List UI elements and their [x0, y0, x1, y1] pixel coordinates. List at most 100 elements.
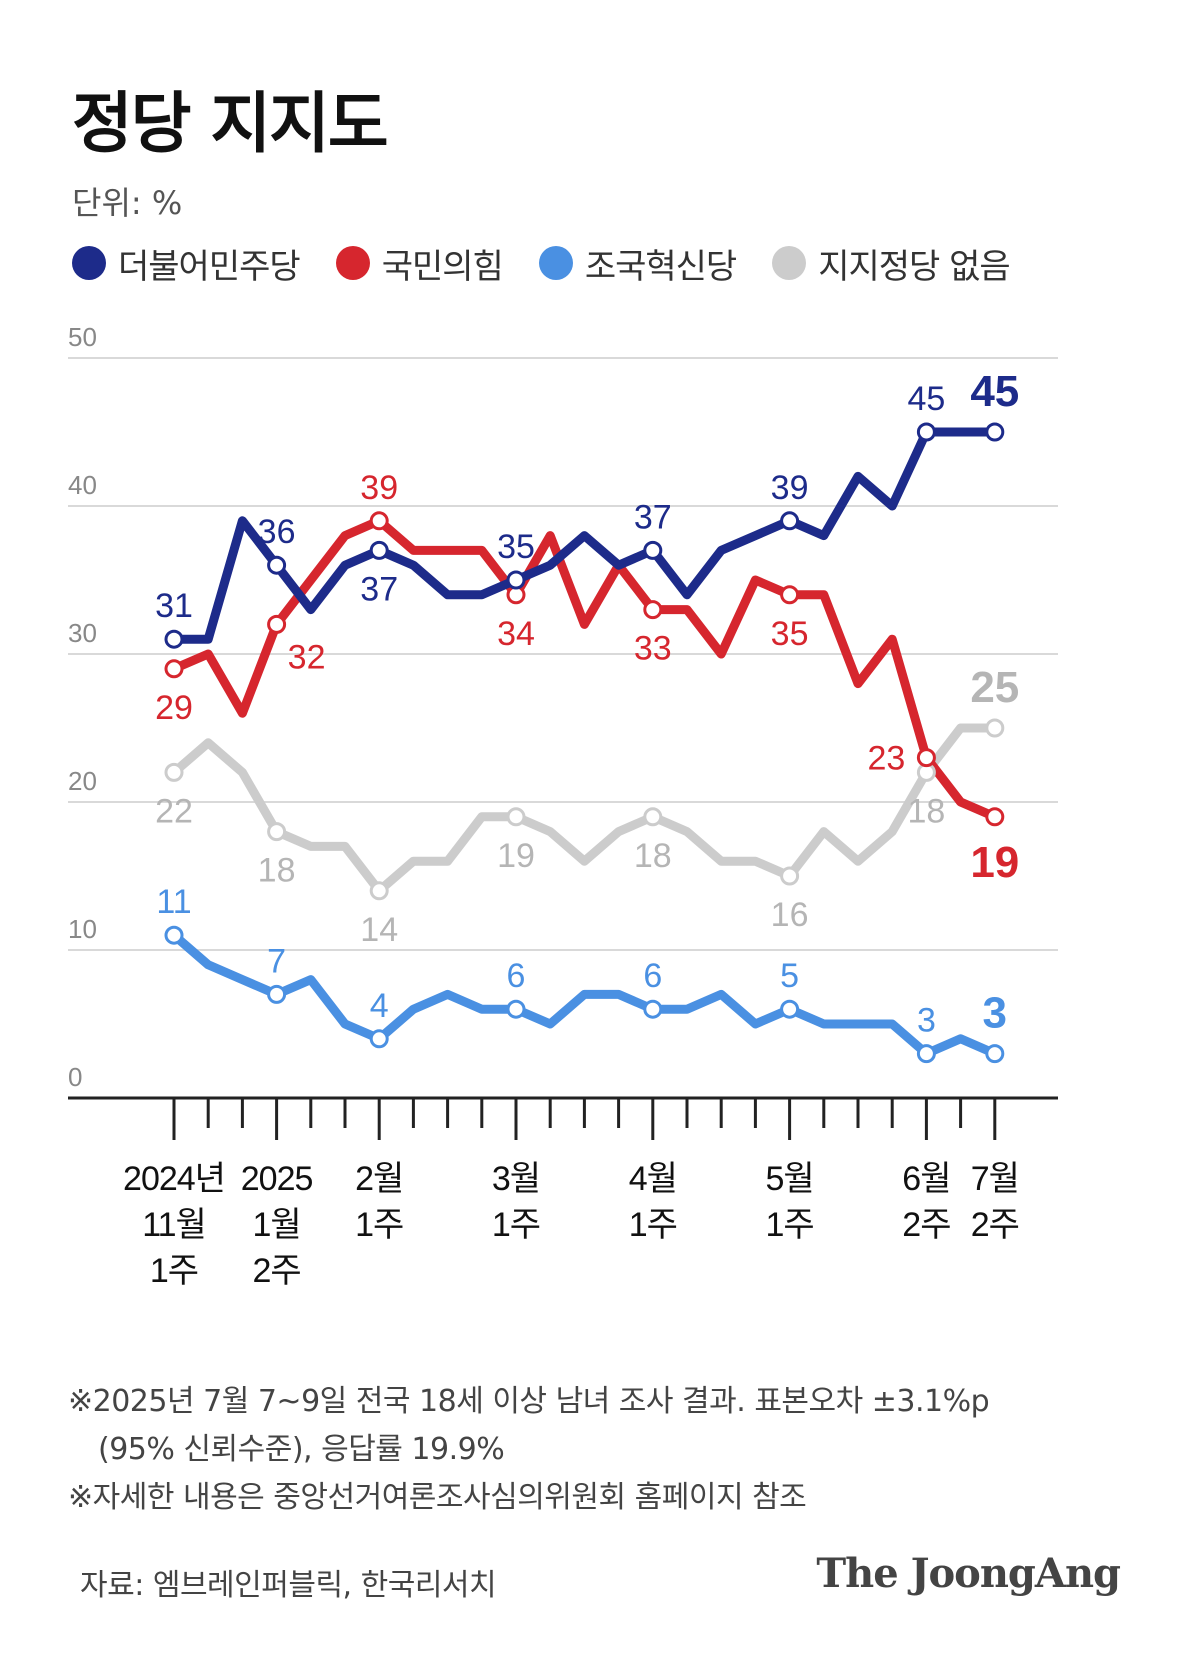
data-point [985, 807, 1005, 827]
x-tick-label: 1주 [765, 1206, 813, 1244]
data-label: 31 [155, 587, 193, 625]
data-label: 18 [258, 852, 296, 890]
data-label: 6 [507, 957, 526, 995]
chart-title: 정당 지지도 [72, 85, 389, 162]
data-label: 14 [360, 911, 398, 949]
data-label: 37 [360, 570, 398, 608]
x-tick-label: 2주 [902, 1206, 950, 1244]
y-tick-label: 20 [68, 766, 97, 796]
data-label: 37 [634, 498, 672, 536]
legend-item-none: 지지정당 없음 [772, 239, 1011, 288]
data-point [643, 807, 663, 827]
data-point [506, 999, 526, 1019]
data-label: 39 [360, 469, 398, 507]
data-label: 19 [497, 837, 535, 875]
data-point [780, 585, 800, 605]
x-tick-label: 2월 [355, 1160, 403, 1198]
x-tick-label: 2주 [971, 1206, 1019, 1244]
y-tick-label: 30 [68, 618, 97, 648]
data-point [643, 999, 663, 1019]
legend-item-ppp: 국민의힘 [335, 239, 504, 288]
data-point [985, 1044, 1005, 1064]
legend-dot-icon [772, 246, 807, 280]
legend-dot-icon [538, 246, 573, 280]
data-label: 5 [780, 957, 799, 995]
data-point [780, 999, 800, 1019]
x-tick-label: 1주 [355, 1206, 403, 1244]
footnote-reference: ※자세한 내용은 중앙선거여론조사심의위원회 홈페이지 참조 [68, 1480, 807, 1515]
data-point [916, 748, 936, 768]
footnotes: ※2025년 7월 7~9일 전국 18세 이상 남녀 조사 결과. 표본오차 … [68, 1378, 990, 1522]
data-label: 4 [370, 987, 389, 1025]
data-label: 16 [771, 896, 809, 934]
x-tick-label: 2025 [241, 1160, 313, 1198]
legend-label: 국민의힘 [381, 246, 504, 287]
data-point [369, 540, 389, 560]
data-label: 22 [155, 792, 193, 830]
data-point [916, 1044, 936, 1064]
legend: 더불어민주당 국민의힘 조국혁신당 지지정당 없음 [72, 238, 1046, 288]
y-tick-label: 0 [68, 1062, 82, 1092]
legend-dot-icon [335, 246, 370, 280]
data-point [267, 555, 287, 575]
data-point [780, 866, 800, 886]
y-tick-label: 40 [68, 470, 97, 500]
footnote-survey-cont: (95% 신뢰수준), 응답률 19.9% [98, 1432, 505, 1467]
data-label: 25 [970, 663, 1019, 712]
data-label: 36 [258, 513, 296, 551]
data-label: 18 [634, 837, 672, 875]
x-tick-label: 1월 [252, 1206, 300, 1244]
data-label: 45 [907, 380, 945, 418]
x-tick-label: 11월 [142, 1206, 206, 1244]
data-point [985, 718, 1005, 738]
data-label: 33 [634, 630, 672, 668]
data-label: 34 [497, 615, 535, 653]
unit-label: 단위: % [72, 184, 183, 222]
data-point [780, 511, 800, 531]
legend-item-rebuilding: 조국혁신당 [538, 239, 737, 288]
x-tick-label: 6월 [902, 1160, 950, 1198]
legend-dot-icon [72, 246, 106, 280]
data-label: 35 [497, 528, 535, 566]
x-tick-label: 1주 [150, 1252, 198, 1290]
data-point [643, 600, 663, 620]
legend-label: 지지정당 없음 [818, 246, 1010, 287]
brand-logo: The JoongAng [816, 1550, 1121, 1597]
data-point [985, 422, 1005, 442]
data-point [164, 762, 184, 782]
data-point [267, 822, 287, 842]
data-point [916, 422, 936, 442]
x-tick-label: 2주 [252, 1252, 300, 1290]
y-tick-label: 10 [68, 914, 97, 944]
data-label: 3 [917, 1002, 936, 1040]
data-point [643, 540, 663, 560]
x-tick-label: 4월 [629, 1160, 677, 1198]
data-point [267, 614, 287, 634]
data-label: 35 [771, 615, 809, 653]
data-point [267, 984, 287, 1004]
source-text: 자료: 엠브레인퍼블릭, 한국리서치 [80, 1568, 497, 1603]
data-point [369, 511, 389, 531]
data-label: 39 [771, 469, 809, 507]
x-tick-label: 7월 [971, 1160, 1019, 1198]
data-label: 6 [643, 957, 662, 995]
data-label: 7 [267, 942, 286, 980]
data-point [506, 807, 526, 827]
data-label: 18 [907, 792, 945, 830]
x-tick-label: 5월 [765, 1160, 813, 1198]
legend-item-democratic: 더불어민주당 [72, 239, 301, 288]
data-point [369, 1029, 389, 1049]
data-label: 19 [970, 838, 1019, 887]
data-point [164, 659, 184, 679]
data-label: 32 [288, 638, 326, 676]
x-tick-label: 1주 [492, 1206, 540, 1244]
line-chart: 0 10 20 30 40 50 2024년 11월 1주 2025 1월 2주 2월 1주 3월 1주 4월 1… [68, 322, 1058, 1290]
x-tick-label: 3월 [492, 1160, 540, 1198]
data-label: 45 [970, 367, 1019, 416]
y-tick-label: 50 [68, 322, 97, 352]
data-point [506, 570, 526, 590]
legend-label: 조국혁신당 [584, 246, 737, 287]
legend-label: 더불어민주당 [118, 246, 301, 287]
footnote-survey: ※2025년 7월 7~9일 전국 18세 이상 남녀 조사 결과. 표본오차 … [68, 1384, 990, 1419]
data-point [164, 629, 184, 649]
